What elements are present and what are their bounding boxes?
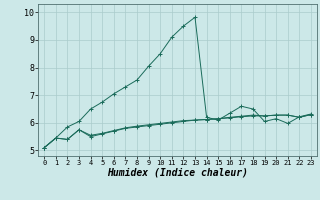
- X-axis label: Humidex (Indice chaleur): Humidex (Indice chaleur): [107, 168, 248, 178]
